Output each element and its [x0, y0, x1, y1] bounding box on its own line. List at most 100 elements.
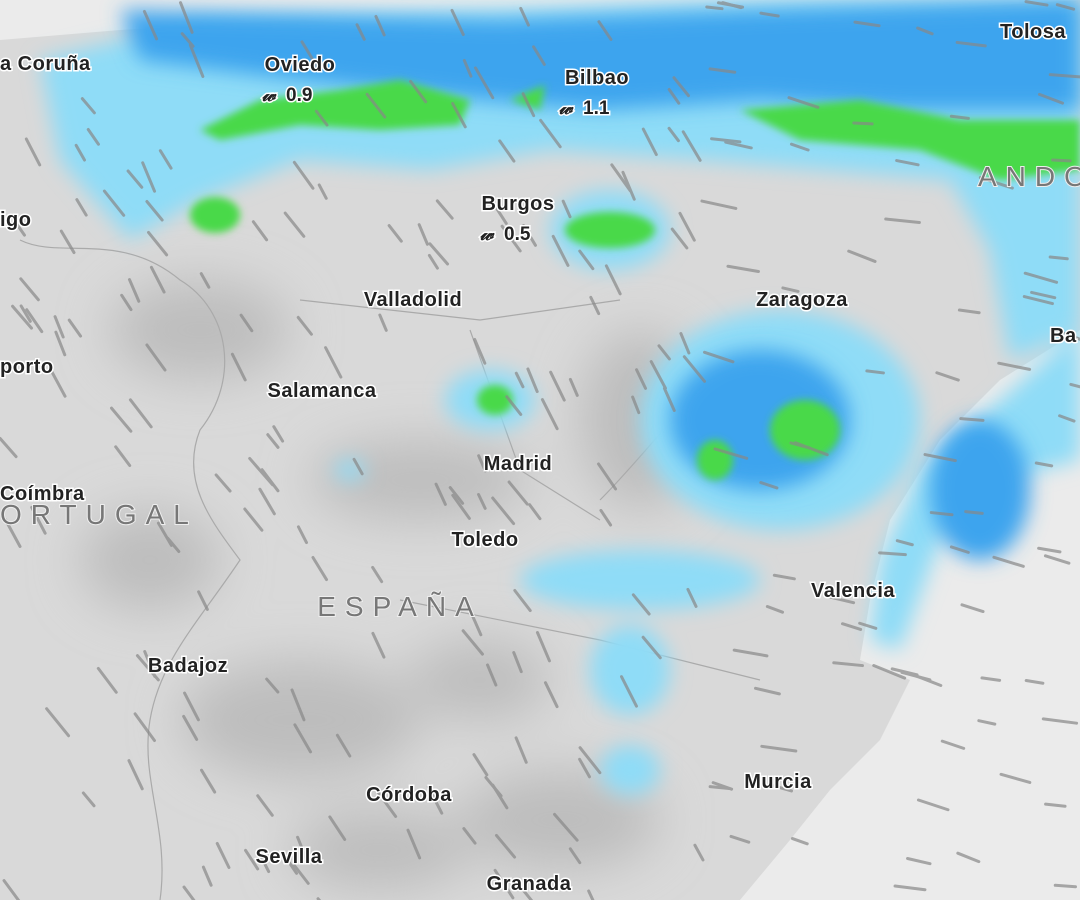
- wind-streak: [959, 417, 985, 422]
- precip-value: 1.1: [583, 98, 610, 119]
- wind-streak: [1069, 382, 1080, 389]
- wind-streak: [13, 219, 26, 237]
- wind-streak: [505, 395, 523, 416]
- wind-streak: [166, 536, 181, 553]
- wind-streak: [142, 9, 159, 41]
- wind-streak: [790, 837, 809, 846]
- precip-icon: 𝓌: [262, 84, 277, 106]
- wind-streak: [997, 361, 1032, 371]
- wind-streak: [199, 272, 211, 289]
- wind-streak: [328, 815, 347, 841]
- wind-streak: [371, 565, 384, 584]
- wind-streak: [708, 67, 737, 74]
- wind-streak: [929, 511, 954, 517]
- wind-streak: [127, 278, 141, 303]
- wind-streak: [1043, 554, 1071, 565]
- wind-streak: [143, 650, 157, 678]
- wind-streak: [578, 757, 591, 779]
- wind-streak: [1055, 3, 1076, 11]
- wind-streak: [147, 230, 169, 257]
- wind-streak: [949, 545, 970, 554]
- wind-streak: [59, 229, 76, 255]
- wind-streak: [406, 828, 422, 860]
- city-label: Burgos: [482, 193, 555, 215]
- wind-streak: [955, 40, 987, 48]
- wind-streak: [865, 369, 885, 375]
- wind-streak: [376, 790, 398, 818]
- wind-streak: [956, 851, 981, 864]
- wind-streak: [324, 346, 343, 379]
- precip-value: 0.9: [286, 85, 312, 106]
- wind-streak: [462, 827, 477, 845]
- city-label: a Coruña: [0, 53, 91, 75]
- wind-streak: [484, 776, 503, 798]
- wind-streak: [296, 835, 310, 865]
- city-label: Madrid: [484, 453, 553, 475]
- wind-streak: [578, 249, 595, 271]
- wind-streak: [477, 454, 487, 473]
- wind-streak: [957, 308, 981, 315]
- wind-streak: [1044, 802, 1067, 808]
- labels: a Coruña Oviedo 𝓌 0.9 Bilbao 𝓌 1.1 Tolosa igo Bur…: [0, 20, 1080, 897]
- wind-streak: [568, 377, 579, 397]
- city-label: Badajoz: [148, 655, 228, 677]
- city-label: igo: [0, 209, 32, 231]
- wind-streak: [127, 759, 144, 791]
- wind-streak: [417, 223, 429, 246]
- country-label: ANDOR: [978, 161, 1080, 192]
- wind-streak: [335, 733, 352, 758]
- wind-streak: [126, 169, 144, 189]
- wind-streak: [940, 739, 966, 750]
- wind-streak: [1041, 717, 1079, 725]
- wind-streak: [765, 605, 785, 614]
- wind-streak: [114, 445, 132, 468]
- wind-streak: [45, 707, 71, 738]
- wind-streak: [597, 20, 613, 41]
- wind-streak: [599, 508, 613, 527]
- wind-streak: [732, 648, 769, 658]
- wind-streak: [81, 791, 96, 808]
- wind-streak: [553, 812, 579, 842]
- wind-streak: [120, 293, 133, 312]
- wind-streak: [200, 768, 217, 794]
- wind-streak: [589, 295, 601, 316]
- wind-streak: [494, 833, 517, 859]
- wind-streak: [145, 343, 167, 372]
- wind-streak: [513, 588, 532, 613]
- wind-streak: [230, 352, 247, 382]
- wind-streak: [840, 622, 863, 631]
- wind-streak: [387, 224, 403, 243]
- wind-streak: [283, 211, 306, 238]
- wind-streak: [768, 783, 794, 793]
- wind-streak: [434, 482, 447, 506]
- wind-streak: [980, 676, 1002, 682]
- wind-streak: [514, 371, 525, 389]
- city-label: Murcia: [744, 771, 812, 793]
- wind-streak: [473, 66, 495, 100]
- wind-streak: [906, 857, 932, 866]
- wind-streak: [473, 337, 487, 365]
- wind-streak: [251, 220, 269, 242]
- wind-streak: [248, 456, 274, 487]
- wind-streak: [551, 234, 570, 267]
- wind-streak: [450, 8, 465, 37]
- wind-streak: [1024, 679, 1045, 685]
- wind-streak: [182, 885, 196, 900]
- wind-streak: [521, 92, 536, 118]
- wind-streak: [30, 505, 47, 535]
- wind-streak: [355, 23, 366, 41]
- wind-streak: [893, 884, 927, 892]
- wind-streak: [86, 127, 100, 146]
- wind-streak: [853, 20, 881, 28]
- city-label: Coímbra: [0, 483, 85, 505]
- country-label: ESPAÑA: [317, 591, 483, 622]
- wind-streak: [1037, 546, 1062, 554]
- wind-streak: [895, 539, 914, 547]
- wind-streak: [895, 159, 920, 167]
- wind-streak: [256, 794, 274, 817]
- wind-streak: [832, 661, 864, 668]
- wind-streak: [491, 496, 516, 526]
- wind-streak: [472, 753, 489, 777]
- wind-streak: [978, 176, 1014, 190]
